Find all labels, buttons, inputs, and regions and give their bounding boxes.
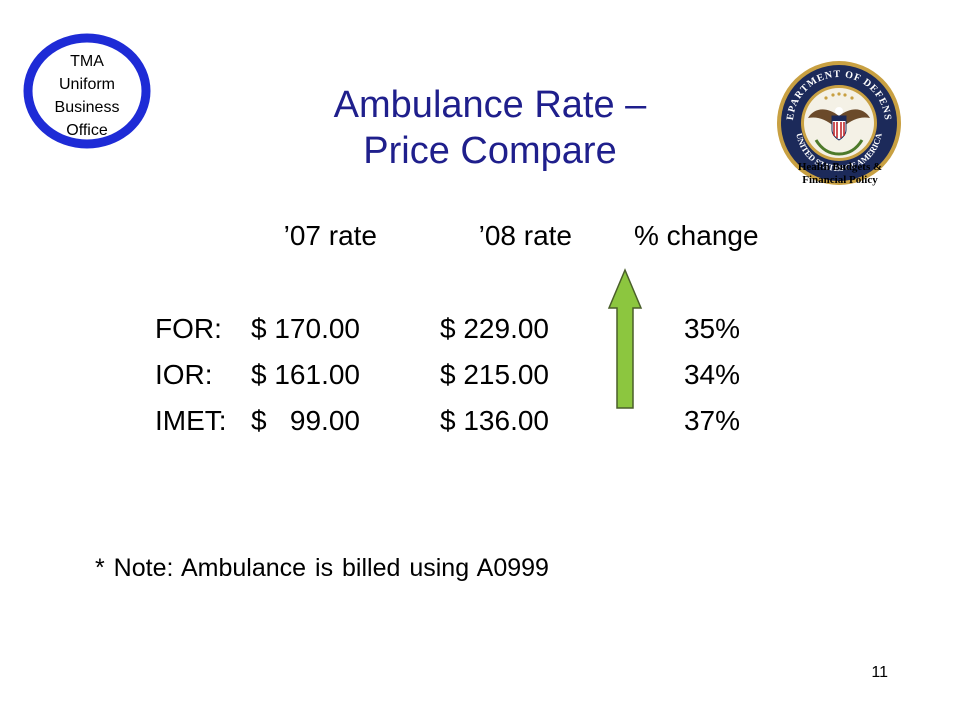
title-line-1: Ambulance Rate – [333,84,647,126]
rate-07-value: $ 170.00 [251,313,360,344]
footnote: * Note: Ambulance is billed using A0999 [95,554,549,582]
row-label: FOR: [155,313,222,344]
percent-change-value: 37% [683,405,740,436]
tma-ubo-logo-graphic: TMA Uniform Business Office [23,33,151,149]
logo-line-2: Uniform [59,76,115,93]
page-number: 11 [871,664,888,681]
dod-seal-graphic: DEPARTMENT OF DEFENSE UNITED STATES OF A… [774,58,901,185]
row-label: IOR: [155,359,213,390]
dod-seal: DEPARTMENT OF DEFENSE UNITED STATES OF A… [774,58,904,188]
seal-caption-line-2: Financial Policy [802,174,878,186]
row-label: IMET: [155,405,227,436]
header-07-rate: ’07 rate [283,220,377,251]
header-08-rate: ’08 rate [478,220,572,251]
percent-change-value: 34% [683,359,740,390]
rate-08-value: $ 136.00 [440,405,549,436]
header-percent-change: % change [634,220,759,251]
seal-caption-line-1: Health Budgets & [797,161,883,173]
logo-line-1: TMA [70,53,104,70]
seal-caption: Health Budgets & Financial Policy [780,161,900,187]
percent-change-value: 35% [683,313,740,344]
logo-line-4: Office [66,122,108,139]
rate-08-value: $ 229.00 [440,313,549,344]
slide-title: Ambulance Rate – Price Compare [260,82,720,174]
tma-ubo-logo: TMA Uniform Business Office [22,32,152,150]
rate-07-value: $ 161.00 [251,359,360,390]
increase-arrow-icon [607,268,643,410]
logo-line-3: Business [55,99,120,116]
rate-07-value: $ 99.00 [251,405,360,436]
rate-08-value: $ 215.00 [440,359,549,390]
title-line-2: Price Compare [363,130,617,172]
